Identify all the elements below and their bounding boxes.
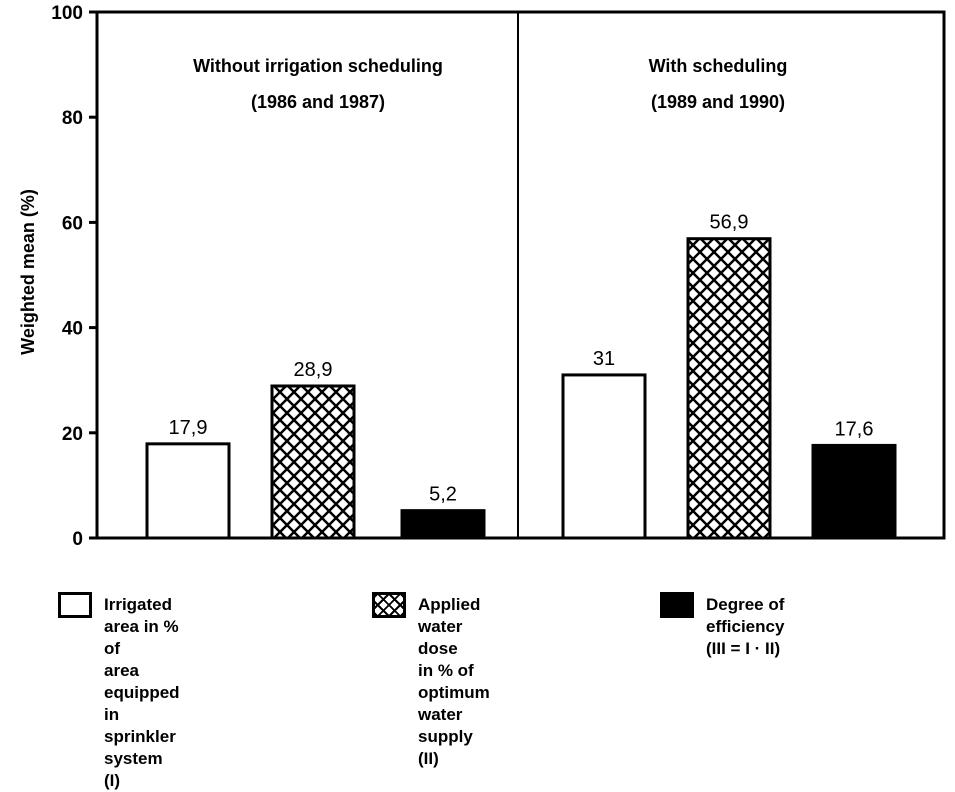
bar-crosshatch-2 — [686, 237, 772, 540]
bar-empty-2 — [561, 373, 647, 540]
chart: 0 20 40 60 80 100 17,9 31 28,9 56,9 5,2 17,6 Weigh… — [18, 3, 946, 550]
bar-empty-1 — [145, 442, 231, 540]
plot-frame — [95, 10, 946, 540]
y-axis-label: Weighted mean (%) — [18, 189, 38, 355]
bar-value-label: 5,2 — [429, 484, 457, 506]
y-tick-label: 0 — [72, 529, 83, 550]
y-tick-label: 40 — [62, 319, 83, 340]
legend-label: Applied water dose in % of optimum water… — [418, 595, 490, 768]
legend-swatch-solid — [660, 592, 694, 618]
bar-value-label: 28,9 — [294, 359, 333, 381]
group-title-2: With scheduling — [649, 56, 788, 76]
group-title-1: Without irrigation scheduling — [193, 56, 443, 76]
group-subtitle-2: (1989 and 1990) — [651, 92, 785, 112]
legend-swatch-empty — [58, 592, 92, 618]
bar-solid-1 — [400, 509, 486, 540]
bar-value-label: 31 — [593, 348, 615, 370]
bar-solid-2 — [811, 443, 897, 540]
legend-swatch-crosshatch — [372, 592, 406, 618]
y-tick-label: 20 — [62, 424, 83, 445]
y-tick-label: 60 — [62, 213, 83, 234]
y-tick-label: 80 — [62, 108, 83, 129]
legend-label: Degree of efficiency (III = I · II) — [706, 595, 785, 658]
legend-label: Irrigated area in % of area equipped in … — [104, 595, 180, 790]
bar-value-label: 17,6 — [835, 418, 874, 440]
bar-value-label: 56,9 — [710, 212, 749, 234]
bar-value-label: 17,9 — [169, 417, 208, 439]
bar-crosshatch-1 — [270, 384, 356, 540]
group-subtitle-1: (1986 and 1987) — [251, 92, 385, 112]
y-tick-label: 100 — [51, 3, 83, 24]
